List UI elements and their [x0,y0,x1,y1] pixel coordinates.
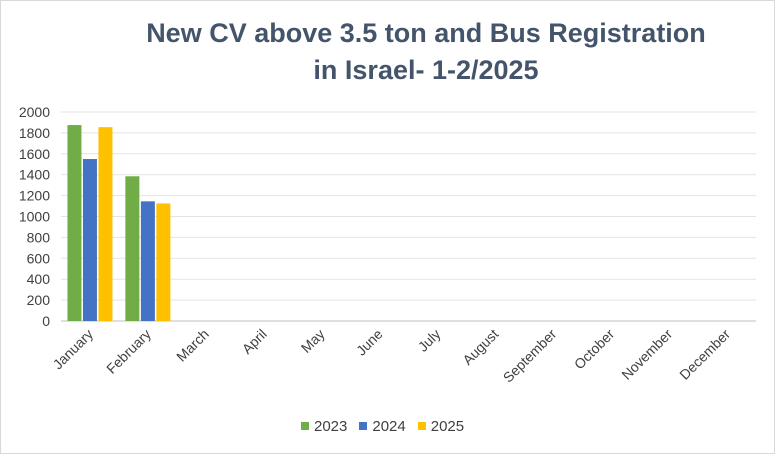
chart-title-line-2: in Israel- 1-2/2025 [313,55,539,85]
legend-label-2023: 2023 [314,417,348,435]
legend-label-2024: 2024 [372,417,406,435]
y-tick-label-800: 800 [27,229,51,245]
legend-item-2023: 2023 [301,418,347,435]
x-tick-label-april: April [239,326,270,357]
y-tick-label-600: 600 [27,250,51,266]
legend-label-2025: 2025 [430,417,465,435]
chart-legend: 2023 2024 2025 [301,415,464,437]
x-tick-label-december: December [676,326,733,383]
legend-item-2025: 2025 [417,417,465,435]
x-tick-label-february: February [103,326,154,377]
x-tick-label-july: July [415,326,444,355]
legend-swatch-2024 [359,422,368,430]
x-tick-label-march: March [173,326,212,365]
bar-2024-january [82,159,97,321]
y-tick-label-1600: 1600 [19,146,50,162]
x-tick-label-may: May [298,326,328,356]
bar-2024-february [140,201,155,321]
y-tick-label-400: 400 [27,271,51,287]
bar-2025-february [156,203,171,321]
x-tick-label-june: June [353,326,386,359]
y-tick-label-200: 200 [27,292,51,308]
x-tick-label-november: November [618,326,675,383]
y-tick-label-1400: 1400 [19,167,50,183]
x-tick-label-october: October [571,326,618,373]
x-tick-label-january: January [50,326,97,373]
y-tick-label-0: 0 [42,313,50,329]
y-tick-label-2000: 2000 [19,104,50,120]
chart-title: New CV above 3.5 ton and Bus Registratio… [91,15,761,89]
x-tick-label-september: September [500,326,560,386]
legend-swatch-2025 [417,422,426,430]
y-tick-label-1800: 1800 [19,125,50,141]
y-tick-label-1000: 1000 [19,209,50,225]
bar-2023-january [67,125,82,321]
legend-swatch-2023 [301,422,309,430]
legend-item-2024: 2024 [359,417,406,435]
y-tick-label-1200: 1200 [19,188,50,204]
chart-title-line-1: New CV above 3.5 ton and Bus Registratio… [146,18,706,48]
bar-2023-february [125,176,140,321]
bar-2025-january [98,127,113,321]
x-tick-label-august: August [459,326,501,368]
